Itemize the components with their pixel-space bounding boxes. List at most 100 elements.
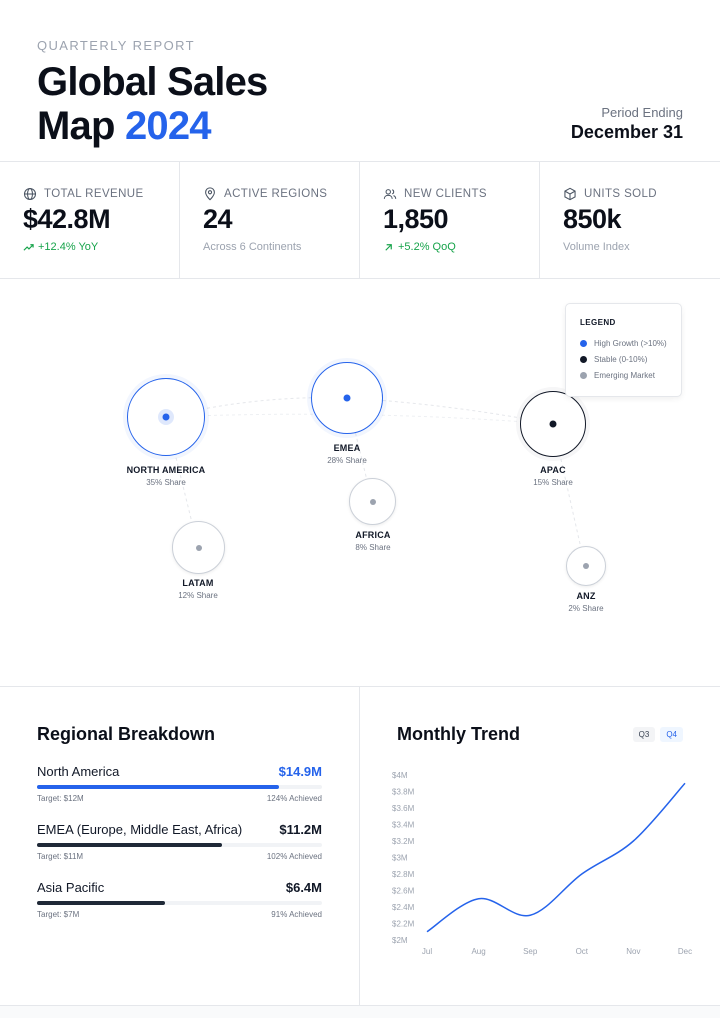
region-target: Target: $11M: [37, 852, 84, 861]
region-row-asia-pacific: Asia Pacific $6.4M Target: $7M 91% Achie…: [37, 880, 322, 919]
regional-breakdown-panel: Regional Breakdown North America $14.9M …: [0, 687, 360, 1005]
region-label-anz: ANZ 2% Share: [516, 591, 656, 613]
trend-line: [426, 782, 686, 933]
x-tick-label: Jul: [422, 947, 432, 956]
region-name: ANZ: [576, 591, 596, 601]
region-row-north-america: North America $14.9M Target: $12M 124% A…: [37, 764, 322, 803]
legend-swatch: [580, 371, 587, 379]
toggle-q3[interactable]: Q3: [632, 727, 656, 742]
x-tick-label: Nov: [626, 947, 640, 956]
title-year: 2024: [124, 104, 212, 148]
map-pin-icon: [205, 187, 215, 201]
y-tick-label: $4M: [392, 771, 408, 780]
node-dot-core: [343, 394, 351, 402]
legend-item-stable: Stable (0-10%): [580, 351, 681, 367]
arrow-up-right-icon: [385, 243, 392, 251]
title-line-2: Map 2024: [37, 104, 268, 148]
region-target: Target: $12M: [37, 794, 84, 803]
y-tick-label: $3.2M: [392, 837, 415, 846]
kpi-label: ACTIVE REGIONS: [224, 188, 328, 200]
y-tick-label: $2.8M: [392, 870, 415, 879]
y-tick-label: $3.4M: [392, 821, 415, 830]
kpi-label: TOTAL REVENUE: [44, 188, 144, 200]
y-tick-label: $3M: [392, 854, 408, 863]
y-tick-label: $3.6M: [392, 804, 415, 813]
box-icon: [564, 187, 576, 201]
node-dot-core: [195, 544, 202, 551]
region-name: North America: [37, 764, 120, 779]
region-label-africa: AFRICA 8% Share: [303, 530, 443, 552]
period-label: Period Ending: [601, 105, 683, 120]
kpi-delta: +12.4% YoY: [23, 241, 98, 253]
kpi-value: 24: [203, 204, 233, 234]
monthly-trend-chart: $2M $2.2M $2.4M $2.6M $2.8M $3M $3.2M $3.4M $3.6…: [392, 771, 692, 956]
region-node-emea[interactable]: [311, 362, 383, 434]
region-achieved: 91% Achieved: [271, 910, 322, 919]
page-title: Global Sales Map 2024: [37, 60, 268, 148]
region-share: 8% Share: [355, 543, 391, 552]
region-target: Target: $7M: [37, 910, 80, 919]
region-name: AFRICA: [355, 530, 391, 540]
region-node-latam[interactable]: [172, 521, 225, 574]
x-tick-label: Oct: [576, 947, 589, 956]
trending-up-icon: [23, 243, 34, 251]
region-amount: $14.9M: [278, 764, 322, 779]
progress-track: [37, 785, 322, 789]
quarter-toggle-group: Q3 Q4: [632, 727, 683, 742]
kpi-total-revenue: TOTAL REVENUE $42.8M +12.4% YoY: [0, 162, 180, 278]
region-name: EMEA: [333, 443, 361, 453]
region-share: 2% Share: [568, 604, 604, 613]
legend-label: Stable (0-10%): [594, 354, 648, 364]
monthly-trend-panel: Monthly Trend Q3 Q4 $2M $2.2M $2.4M $2.6M $2…: [360, 687, 720, 1005]
region-node-apac[interactable]: [520, 391, 586, 457]
footer-strip: [0, 1005, 720, 1018]
globe-icon: [23, 187, 37, 201]
kpi-subtext: Volume Index: [563, 241, 630, 253]
link-na-latam: [165, 416, 199, 548]
region-amount: $6.4M: [285, 880, 322, 895]
kpi-label: UNITS SOLD: [584, 188, 658, 200]
region-share: 35% Share: [146, 478, 186, 487]
legend-swatch: [580, 355, 587, 363]
region-achieved: 124% Achieved: [266, 794, 322, 803]
kpi-units-sold: UNITS SOLD 850k Volume Index: [540, 162, 720, 278]
toggle-q4[interactable]: Q4: [660, 727, 683, 742]
title-line-1: Global Sales: [37, 60, 268, 104]
link-na-emea: [165, 397, 348, 418]
kpi-row: TOTAL REVENUE $42.8M +12.4% YoY ACTIVE R…: [0, 162, 720, 279]
kpi-value: $42.8M: [23, 204, 111, 234]
region-node-africa[interactable]: [349, 478, 396, 525]
region-name: Asia Pacific: [37, 880, 105, 895]
region-label-north-america: NORTH AMERICA 35% Share: [96, 465, 236, 487]
x-tick-label: Aug: [471, 947, 485, 956]
region-label-latam: LATAM 12% Share: [128, 578, 268, 600]
region-name: EMEA (Europe, Middle East, Africa): [37, 822, 243, 837]
node-dot-core: [549, 420, 557, 428]
x-tick-label: Sep: [523, 947, 538, 956]
kpi-delta-text: +12.4% YoY: [38, 241, 99, 253]
region-node-north-america[interactable]: [127, 378, 205, 456]
report-eyebrow: QUARTERLY REPORT: [37, 38, 195, 53]
legend-swatch: [580, 339, 587, 347]
y-tick-label: $2.4M: [392, 903, 415, 912]
legend-title: LEGEND: [580, 318, 616, 327]
x-tick-label: Dec: [678, 947, 692, 956]
region-label-apac: APAC 15% Share: [483, 465, 623, 487]
region-share: 12% Share: [178, 591, 218, 600]
map-legend: LEGEND High Growth (>10%) Stable (0-10%)…: [565, 303, 682, 397]
region-node-anz[interactable]: [566, 546, 606, 586]
legend-item-emerging: Emerging Market: [580, 367, 681, 383]
region-row-emea: EMEA (Europe, Middle East, Africa) $11.2…: [37, 822, 322, 861]
node-dot-core: [162, 413, 170, 421]
node-dot-core: [369, 498, 376, 505]
kpi-value: 1,850: [383, 204, 449, 234]
legend-item-high-growth: High Growth (>10%): [580, 335, 681, 351]
region-share: 28% Share: [327, 456, 367, 465]
users-icon: [383, 189, 397, 199]
node-dot-core: [583, 563, 589, 569]
bottom-panels: Regional Breakdown North America $14.9M …: [0, 687, 720, 1005]
title-map-word: Map: [37, 104, 115, 148]
region-achieved: 102% Achieved: [266, 852, 322, 861]
kpi-new-clients: NEW CLIENTS 1,850 +5.2% QoQ: [360, 162, 540, 278]
legend-label: High Growth (>10%): [594, 338, 667, 348]
